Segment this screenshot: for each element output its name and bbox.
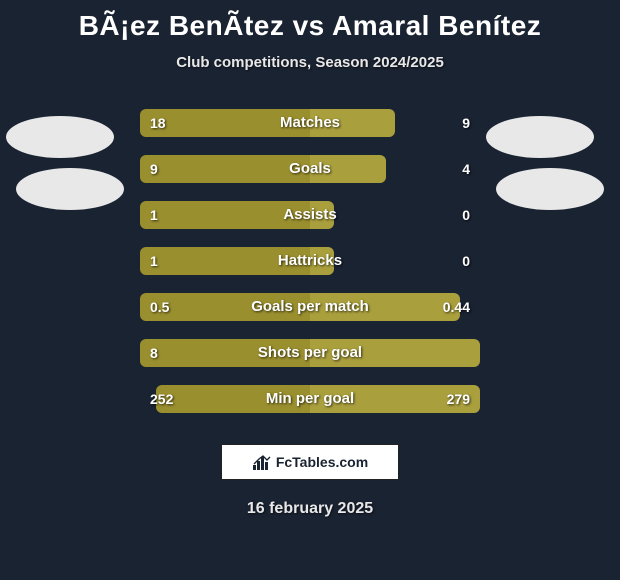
player-avatar-right-2 [486, 116, 594, 158]
bar-right [310, 339, 480, 367]
page-title: BÃ¡ez BenÃ­tez vs Amaral Benítez [0, 0, 620, 42]
stat-row-4: 0.50.44Goals per match [0, 293, 620, 321]
bar-left [140, 339, 310, 367]
bar-container: 10Hattricks [140, 247, 480, 275]
bar-right [310, 109, 395, 137]
stat-value-right: 4 [462, 155, 470, 183]
stat-value-left: 18 [150, 109, 166, 137]
bar-container: 8Shots per goal [140, 339, 480, 367]
stat-value-right: 0 [462, 201, 470, 229]
player-avatar-left-0 [6, 116, 114, 158]
fctables-badge[interactable]: FcTables.com [221, 444, 399, 480]
stat-value-right: 9 [462, 109, 470, 137]
bar-right [310, 201, 334, 229]
stat-value-right: 0.44 [443, 293, 470, 321]
stat-row-6: 252279Min per goal [0, 385, 620, 413]
stat-value-left: 0.5 [150, 293, 169, 321]
bar-container: 189Matches [140, 109, 480, 137]
bar-container: 0.50.44Goals per match [140, 293, 480, 321]
bar-left [140, 247, 310, 275]
stat-value-left: 9 [150, 155, 158, 183]
stat-value-left: 1 [150, 201, 158, 229]
date-label: 16 february 2025 [0, 500, 620, 518]
player-avatar-right-3 [496, 168, 604, 210]
stat-value-right: 0 [462, 247, 470, 275]
fctables-label: FcTables.com [276, 454, 368, 470]
bar-right [310, 293, 460, 321]
bar-container: 10Assists [140, 201, 480, 229]
stat-row-3: 10Hattricks [0, 247, 620, 275]
stat-value-left: 8 [150, 339, 158, 367]
stat-value-left: 1 [150, 247, 158, 275]
bar-left [156, 385, 310, 413]
fctables-icon [252, 453, 272, 471]
bar-container: 94Goals [140, 155, 480, 183]
bar-left [140, 201, 310, 229]
bar-right [310, 155, 386, 183]
player-avatar-left-1 [16, 168, 124, 210]
page-subtitle: Club competitions, Season 2024/2025 [0, 54, 620, 71]
bar-right [310, 247, 334, 275]
bar-left [140, 155, 310, 183]
stat-value-right: 279 [447, 385, 470, 413]
stat-value-left: 252 [150, 385, 173, 413]
bar-container: 252279Min per goal [140, 385, 480, 413]
stat-row-5: 8Shots per goal [0, 339, 620, 367]
